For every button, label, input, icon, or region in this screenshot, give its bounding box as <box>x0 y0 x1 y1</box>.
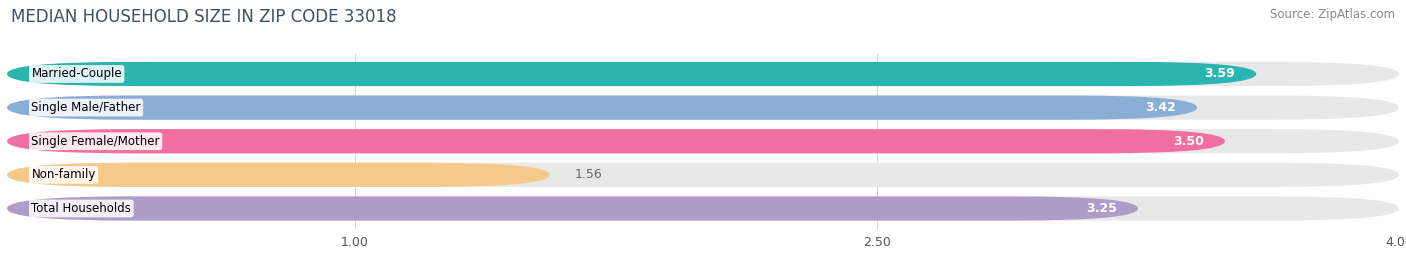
Text: Single Female/Mother: Single Female/Mother <box>31 135 160 148</box>
Text: Single Male/Father: Single Male/Father <box>31 101 141 114</box>
Text: 1.56: 1.56 <box>574 168 602 181</box>
FancyBboxPatch shape <box>7 129 1225 153</box>
FancyBboxPatch shape <box>7 163 1399 187</box>
Text: 3.59: 3.59 <box>1205 68 1236 80</box>
Text: MEDIAN HOUSEHOLD SIZE IN ZIP CODE 33018: MEDIAN HOUSEHOLD SIZE IN ZIP CODE 33018 <box>11 8 396 26</box>
FancyBboxPatch shape <box>7 62 1257 86</box>
Text: Non-family: Non-family <box>31 168 96 181</box>
Text: Married-Couple: Married-Couple <box>31 68 122 80</box>
FancyBboxPatch shape <box>7 163 550 187</box>
Text: Total Households: Total Households <box>31 202 131 215</box>
Text: 3.42: 3.42 <box>1146 101 1177 114</box>
Text: 3.25: 3.25 <box>1087 202 1118 215</box>
FancyBboxPatch shape <box>7 196 1137 221</box>
FancyBboxPatch shape <box>7 62 1399 86</box>
FancyBboxPatch shape <box>7 196 1399 221</box>
FancyBboxPatch shape <box>7 129 1399 153</box>
Text: 3.50: 3.50 <box>1173 135 1204 148</box>
Text: Source: ZipAtlas.com: Source: ZipAtlas.com <box>1270 8 1395 21</box>
FancyBboxPatch shape <box>7 95 1197 120</box>
FancyBboxPatch shape <box>7 95 1399 120</box>
